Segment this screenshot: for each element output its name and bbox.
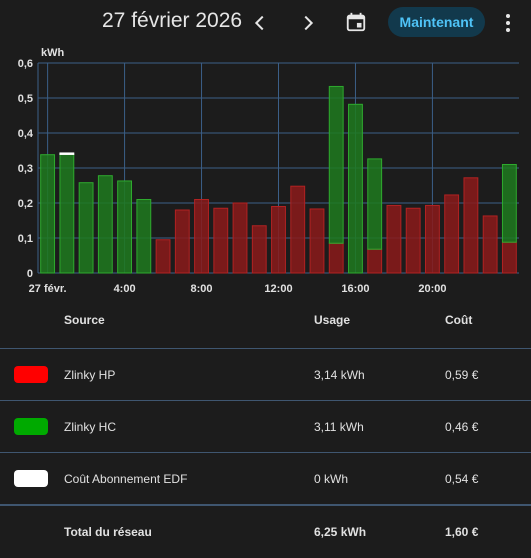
- next-day-button[interactable]: [297, 12, 319, 34]
- row-label: Zlinky HP: [64, 368, 116, 382]
- bar-zlinky-hp: [482, 215, 498, 274]
- prev-day-button[interactable]: [249, 12, 271, 34]
- total-label: Total du réseau: [64, 525, 152, 539]
- row-cost: 0,59 €: [445, 368, 479, 382]
- bar-co-t-abonnement-edf: [59, 152, 75, 155]
- bar-zlinky-hc: [136, 199, 152, 274]
- table-row[interactable]: Zlinky HP 3,14 kWh 0,59 €: [0, 348, 531, 401]
- x-tick-label: 27 févr.: [29, 283, 67, 295]
- dots-vertical-icon: [506, 14, 510, 32]
- bar-zlinky-hp: [328, 242, 344, 274]
- bar-zlinky-hp: [271, 206, 286, 274]
- y-axis-label: kWh: [41, 47, 65, 59]
- bar-zlinky-hp: [463, 177, 479, 274]
- y-tick-label: 0,5: [18, 93, 33, 105]
- now-button[interactable]: Maintenant: [388, 7, 485, 37]
- x-tick-label: 4:00: [114, 283, 136, 295]
- bar-zlinky-hp: [251, 225, 267, 274]
- y-tick-label: 0,1: [18, 233, 33, 245]
- row-usage: 3,14 kWh: [314, 368, 365, 382]
- bar-zlinky-hp: [444, 194, 460, 274]
- bar-zlinky-hc: [328, 85, 344, 244]
- bar-zlinky-hp: [501, 241, 517, 274]
- color-swatch: [14, 366, 48, 383]
- y-tick-label: 0: [27, 268, 33, 280]
- bar-zlinky-hp: [155, 239, 171, 274]
- bar-zlinky-hp: [367, 248, 383, 274]
- bar-zlinky-hc: [59, 153, 75, 274]
- chart-axis-labels: 0 0,1 0,2 0,3 0,4 0,5 0,6 27 févr. 4:00 8:00 12:00…: [18, 47, 447, 295]
- energy-chart: 0 0,1 0,2 0,3 0,4 0,5 0,6 27 févr. 4:00 8:00 12:00…: [18, 47, 519, 295]
- header-usage: Usage: [314, 313, 351, 327]
- y-tick-label: 0,2: [18, 198, 33, 210]
- x-tick-label: 8:00: [191, 283, 213, 295]
- date-title: 27 février 2026: [102, 9, 243, 32]
- total-usage: 6,25 kWh: [314, 525, 367, 539]
- calendar-button[interactable]: [345, 11, 367, 33]
- bar-zlinky-hc: [117, 180, 133, 274]
- total-row: Total du réseau 6,25 kWh 1,60 €: [0, 504, 531, 558]
- row-usage: 0 kWh: [314, 472, 349, 486]
- bar-zlinky-hc: [501, 164, 517, 243]
- row-label: Zlinky HC: [64, 420, 117, 434]
- bar-zlinky-hp: [405, 207, 421, 274]
- row-label: Coût Abonnement EDF: [64, 472, 188, 486]
- bar-zlinky-hc: [97, 175, 113, 274]
- bar-zlinky-hp: [424, 204, 440, 274]
- x-tick-label: 12:00: [264, 283, 292, 295]
- bar-zlinky-hp: [174, 209, 190, 274]
- y-tick-label: 0,4: [18, 128, 34, 140]
- table-row[interactable]: Zlinky HC 3,11 kWh 0,46 €: [0, 400, 531, 453]
- color-swatch: [14, 470, 48, 487]
- row-usage: 3,11 kWh: [314, 420, 364, 434]
- bar-zlinky-hp: [290, 185, 306, 274]
- x-tick-label: 16:00: [341, 283, 369, 295]
- table-header: Source Usage Coût: [0, 300, 531, 348]
- row-cost: 0,46 €: [445, 420, 479, 434]
- color-swatch: [14, 418, 48, 435]
- bar-zlinky-hp: [309, 208, 325, 274]
- header: 27 février 2026 Maintenant: [0, 0, 531, 46]
- bar-zlinky-hc: [348, 103, 363, 274]
- header-cost: Coût: [445, 313, 473, 327]
- calendar-icon: [346, 12, 366, 32]
- bar-zlinky-hc: [78, 182, 94, 274]
- table-row[interactable]: Coût Abonnement EDF 0 kWh 0,54 €: [0, 452, 531, 505]
- y-tick-label: 0,3: [18, 163, 33, 175]
- more-options-button[interactable]: [502, 12, 514, 34]
- bar-zlinky-hp: [213, 207, 229, 274]
- total-cost: 1,60 €: [445, 525, 479, 539]
- bar-zlinky-hc: [40, 154, 56, 274]
- bar-zlinky-hc: [367, 158, 383, 250]
- x-tick-label: 20:00: [418, 283, 446, 295]
- chart-bars: [40, 85, 517, 274]
- y-tick-label: 0,6: [18, 58, 33, 70]
- row-cost: 0,54 €: [445, 472, 479, 486]
- chevron-right-icon: [304, 15, 314, 31]
- chevron-left-icon: [254, 15, 264, 31]
- header-source: Source: [64, 313, 105, 327]
- bar-zlinky-hp: [232, 202, 248, 274]
- bar-zlinky-hp: [194, 199, 209, 274]
- bar-zlinky-hp: [386, 204, 402, 274]
